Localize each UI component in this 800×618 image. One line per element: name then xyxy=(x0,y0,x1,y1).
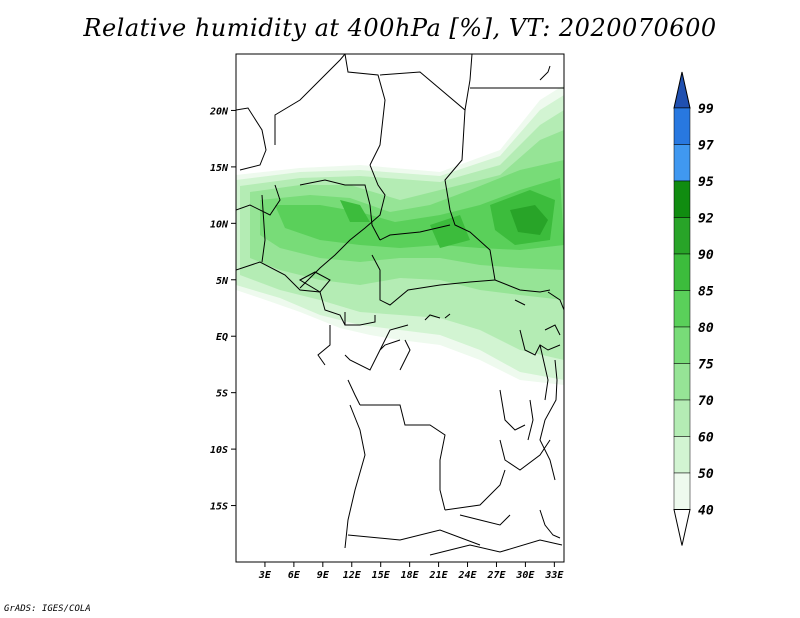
lon-tick-label: 3E xyxy=(258,570,272,581)
map-title: Relative humidity at 400hPa [%], VT: 202… xyxy=(83,14,717,42)
credit-text: GrADS: IGES/COLA xyxy=(4,604,91,614)
colorbar-label: 70 xyxy=(698,394,714,409)
lon-tick-label: 6E xyxy=(288,570,301,581)
lon-tick-label: 12E xyxy=(343,570,362,581)
colorbar-swatch xyxy=(673,107,691,145)
colorbar-label: 40 xyxy=(698,504,714,519)
lon-tick-label: 27E xyxy=(486,570,506,581)
colorbar-label: 90 xyxy=(698,248,714,263)
lon-tick-label: 24E xyxy=(457,570,477,581)
lon-tick-label: 18E xyxy=(401,570,420,581)
colorbar-swatch xyxy=(673,326,691,364)
colorbar-swatch xyxy=(673,253,691,291)
lon-tick-label: 30E xyxy=(515,570,535,581)
lon-tick-label: 21E xyxy=(429,570,449,581)
colorbar-label: 75 xyxy=(698,358,714,373)
lat-tick-label: 5S xyxy=(216,389,228,400)
lat-tick-label: 20N xyxy=(209,106,229,117)
colorbar-swatch xyxy=(673,144,691,182)
country-borders xyxy=(236,54,564,556)
latitude-axis: 20N 15N 10N 5N EQ 5S 10S 15S xyxy=(209,106,236,513)
colorbar-top-arrow xyxy=(673,71,691,109)
colorbar-swatch xyxy=(673,363,691,401)
lon-tick-label: 9E xyxy=(317,570,330,581)
colorbar-swatch xyxy=(673,290,691,328)
colorbar-label: 92 xyxy=(698,212,714,227)
colorbar-swatch xyxy=(673,436,691,474)
lat-tick-label: 15N xyxy=(210,163,229,174)
lat-tick-label: 10N xyxy=(210,219,229,230)
rh-band-85 xyxy=(340,190,555,248)
colorbar-label: 97 xyxy=(698,139,714,154)
colorbar-swatch xyxy=(673,217,691,255)
colorbar-bottom-arrow xyxy=(673,509,691,546)
colorbar-label: 95 xyxy=(698,175,714,190)
colorbar-label: 80 xyxy=(698,321,714,336)
colorbar-swatch xyxy=(673,180,691,218)
lat-tick-label: 5N xyxy=(216,276,229,287)
longitude-axis: 3E 6E 9E 12E 15E 18E 21E 24E 27E 30E 33E xyxy=(258,562,564,581)
rh-band-90 xyxy=(510,205,548,235)
humidity-shading xyxy=(236,85,564,385)
colorbar-label: 85 xyxy=(698,285,714,300)
colorbar: 99 97 95 92 90 85 80 75 70 60 50 40 xyxy=(673,71,714,546)
lat-tick-label: 10S xyxy=(210,445,228,456)
lon-tick-label: 33E xyxy=(544,570,564,581)
colorbar-swatch xyxy=(673,472,691,510)
lat-tick-label: EQ xyxy=(216,332,228,343)
colorbar-label: 60 xyxy=(698,431,714,446)
plot-frame xyxy=(235,53,565,563)
lon-tick-label: 15E xyxy=(372,570,391,581)
rh-band-80 xyxy=(275,178,564,250)
colorbar-swatch xyxy=(673,399,691,437)
lat-tick-label: 15S xyxy=(210,502,228,513)
colorbar-label: 99 xyxy=(698,102,714,117)
colorbar-label: 50 xyxy=(698,467,714,482)
